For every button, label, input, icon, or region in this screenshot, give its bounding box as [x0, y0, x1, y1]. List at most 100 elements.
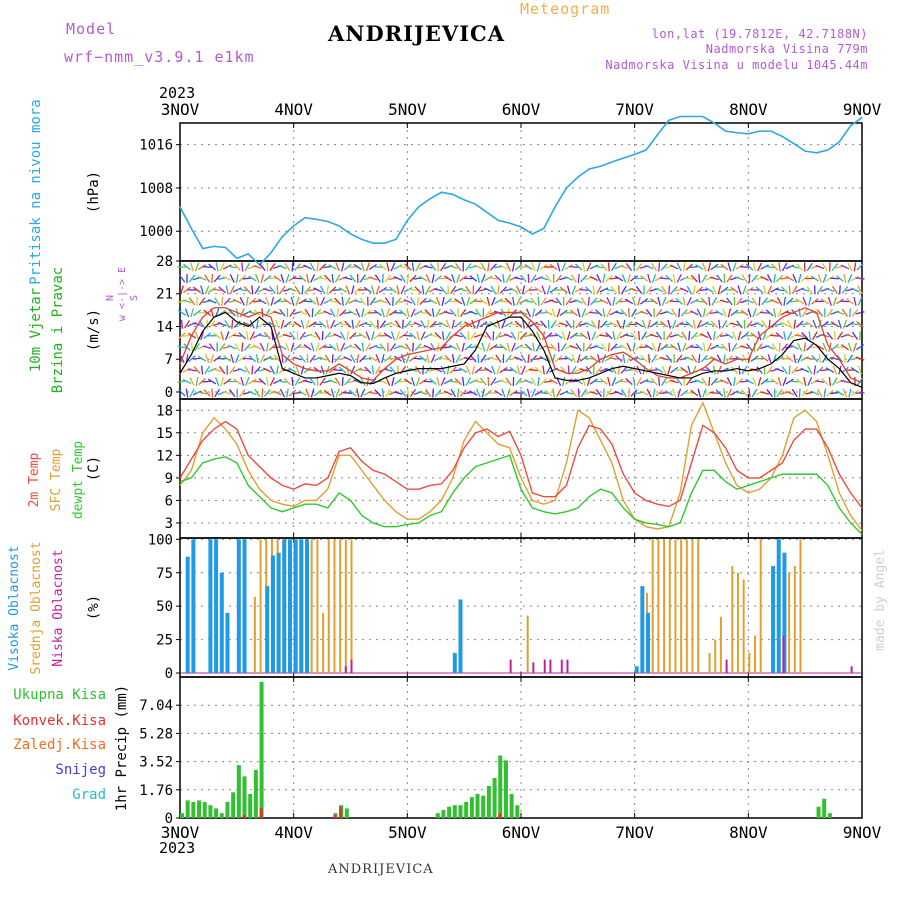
wind-arrow — [745, 299, 754, 304]
wind-arrow — [785, 355, 794, 363]
wind-arrow — [243, 343, 251, 351]
wind-arrow — [344, 320, 352, 328]
wind-arrow — [850, 366, 860, 374]
wind-arrow — [334, 354, 342, 363]
wind-arrow — [574, 299, 584, 304]
wind-arrow — [827, 296, 832, 306]
wind-arrow — [564, 378, 573, 385]
side-label-cloud-2: Niska Oblacnost — [51, 549, 66, 666]
wind-arrow — [499, 286, 508, 294]
wind-arrow — [448, 264, 458, 270]
wind-arrow — [751, 388, 758, 398]
precip-bar-total — [458, 805, 463, 818]
wind-arrow — [803, 377, 807, 387]
wind-arrow — [716, 274, 723, 283]
wind-arrow — [351, 285, 355, 295]
wind-arrow — [616, 319, 622, 329]
wind-arrow — [485, 331, 492, 340]
wind-arrow — [444, 354, 452, 363]
wind-arrow — [506, 342, 511, 352]
wind-arrow — [615, 355, 623, 363]
wind-arrow — [218, 366, 226, 375]
wind-arrow — [671, 388, 677, 398]
cloud-bar-0 — [276, 552, 281, 673]
wind-arrow — [235, 354, 240, 364]
wind-arrow — [353, 334, 363, 337]
wind-arrow — [817, 388, 823, 398]
wind-arrow — [820, 320, 829, 328]
wind-arrow — [692, 285, 696, 295]
wind-arrow — [451, 354, 455, 364]
panel-frame — [179, 398, 863, 539]
wind-arrow — [321, 331, 324, 341]
wind-arrow — [279, 388, 286, 398]
wind-arrow — [842, 388, 848, 398]
precip-bar-total — [503, 760, 508, 818]
compass-n: N — [105, 295, 116, 301]
wind-arrow — [491, 365, 496, 375]
wind-arrow — [369, 320, 377, 329]
wind-arrow — [300, 319, 305, 329]
wind-arrow — [348, 310, 357, 316]
wind-arrow — [502, 273, 505, 284]
wind-arrow — [384, 355, 392, 362]
wind-arrow — [850, 275, 860, 282]
wind-arrow — [761, 297, 769, 306]
wind-arrow — [669, 379, 679, 384]
wind-arrow — [495, 354, 502, 363]
wind-arrow — [465, 377, 472, 386]
wind-arrow — [241, 262, 244, 272]
wind-arrow — [717, 285, 722, 295]
precip-bar-conv — [333, 814, 337, 818]
wind-arrow — [781, 286, 789, 294]
pressure-point — [429, 198, 431, 200]
wind-arrow — [659, 356, 669, 361]
wind-arrow — [705, 390, 714, 396]
wind-arrow — [360, 388, 366, 398]
wind-arrow — [701, 377, 708, 386]
wind-arrow — [204, 285, 210, 295]
wind-arrow — [551, 308, 556, 318]
pressure-point — [588, 168, 590, 170]
wind-arrow — [783, 331, 787, 341]
wind-arrow — [589, 264, 599, 270]
wind-arrow — [413, 310, 423, 316]
wind-arrow — [433, 288, 443, 292]
wind-arrow — [418, 390, 428, 396]
wind-arrow — [698, 273, 701, 283]
wind-arrow — [661, 285, 668, 295]
wind-arrow — [760, 391, 770, 395]
wind-arrow — [556, 308, 561, 318]
wind-arrow — [255, 274, 260, 283]
wind-arrow — [239, 297, 245, 306]
wind-arrow — [825, 367, 835, 373]
wind-arrow — [767, 354, 772, 364]
wind-arrow — [434, 389, 442, 397]
wind-arrow — [338, 366, 347, 374]
wind-arrow — [371, 331, 375, 341]
wind-arrow — [294, 263, 301, 271]
wind-arrow — [182, 367, 192, 373]
wind-arrow — [811, 354, 819, 363]
cloud-bar-1 — [344, 539, 347, 673]
wind-arrow — [464, 343, 473, 351]
side-label-temp-1: SFC Temp — [49, 449, 64, 512]
wind-arrow — [193, 309, 202, 317]
wind-arrow — [232, 287, 242, 293]
wind-arrow — [714, 345, 724, 349]
wind-arrow — [785, 390, 795, 396]
wind-arrow — [682, 262, 686, 272]
wind-arrow — [806, 262, 813, 272]
wind-arrow — [614, 275, 624, 282]
wind-arrow — [465, 365, 471, 375]
cloud-bar-1 — [731, 566, 734, 673]
wind-arrow — [801, 308, 808, 318]
wind-arrow — [375, 354, 381, 364]
wind-arrow — [501, 319, 506, 329]
wind-arrow — [534, 309, 543, 317]
wind-arrow — [244, 365, 251, 375]
wind-arrow — [350, 354, 356, 363]
wind-arrow — [752, 262, 757, 272]
y-tick-label: 100 — [148, 532, 173, 548]
wind-arrow — [273, 390, 282, 396]
